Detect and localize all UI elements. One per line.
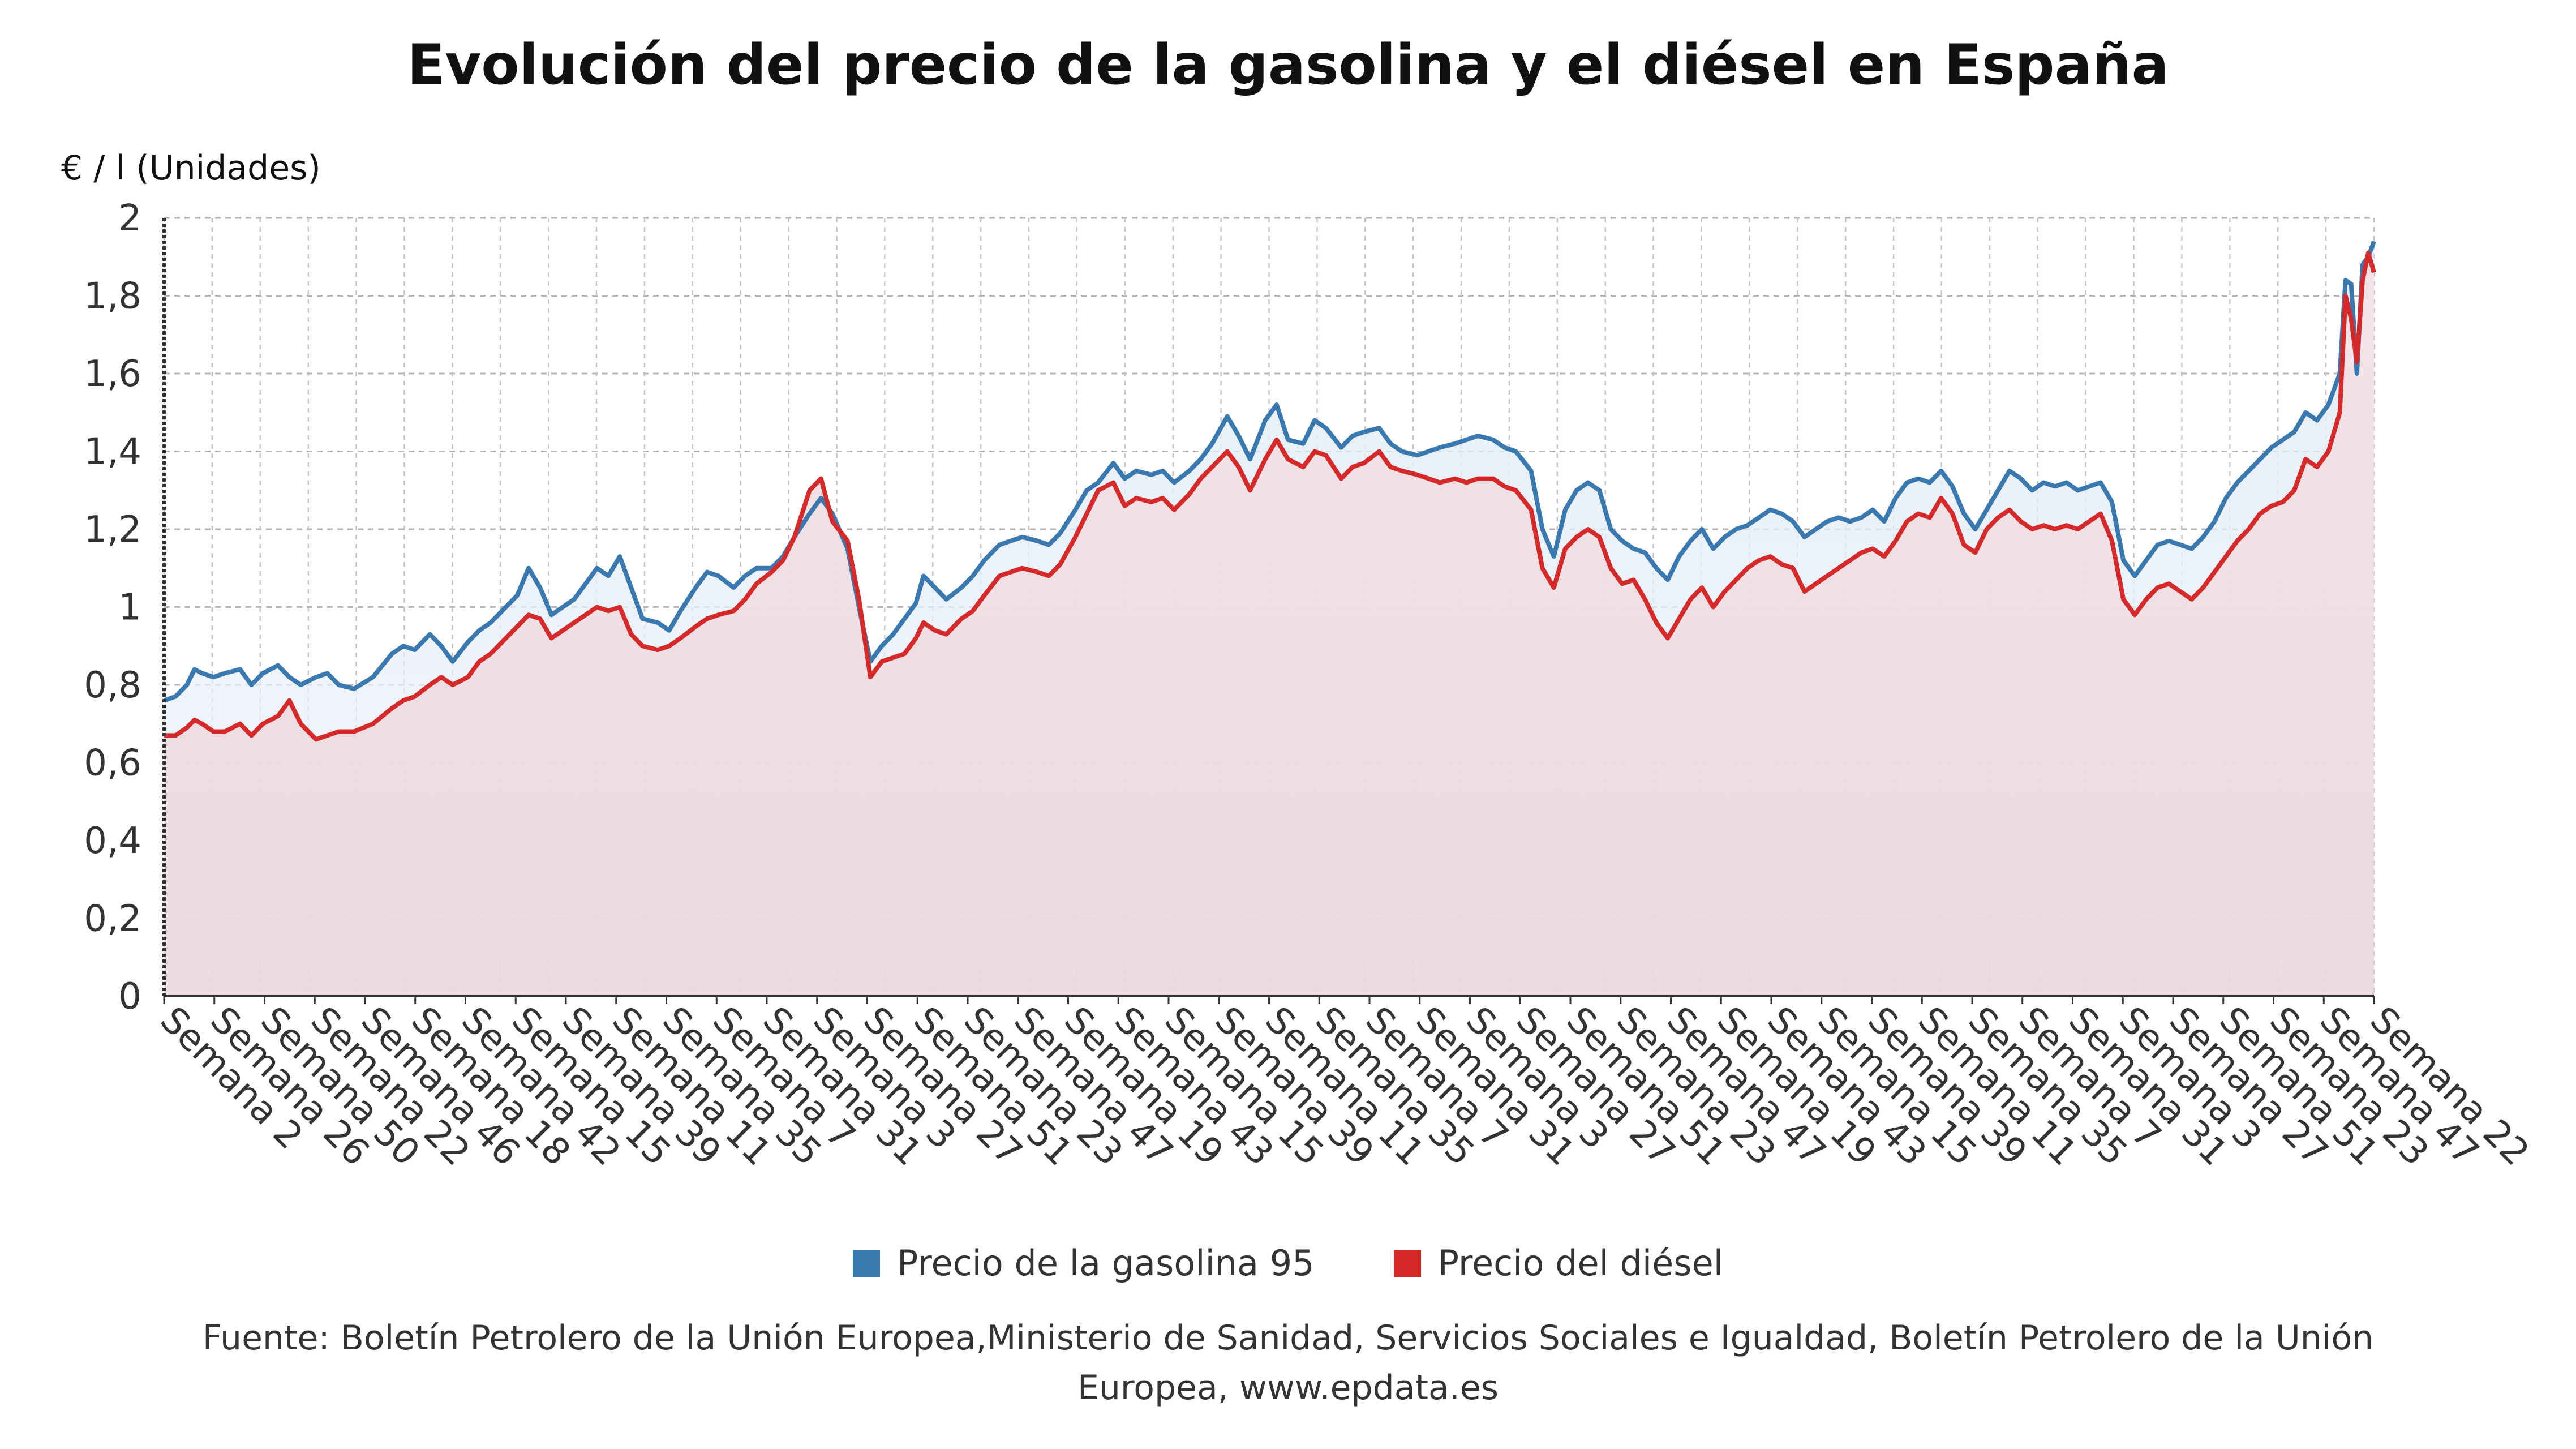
series-line-diesel: [164, 250, 2376, 742]
legend-item-gasolina[interactable]: Precio de la gasolina 95: [853, 1242, 1315, 1284]
source-line-2: Europea, www.epdata.es: [1077, 1368, 1499, 1408]
legend-swatch-gasolina: [853, 1249, 881, 1277]
legend-item-diesel[interactable]: Precio del diésel: [1393, 1242, 1723, 1284]
y-tick-label: 1: [118, 587, 141, 629]
y-tick-label: 1,8: [84, 276, 141, 318]
legend-label-gasolina: Precio de la gasolina 95: [897, 1242, 1315, 1284]
y-tick-label: 1,6: [84, 353, 141, 395]
source-line-1: Fuente: Boletín Petrolero de la Unión Eu…: [202, 1318, 2374, 1358]
y-tick-label: 0,2: [84, 898, 141, 940]
area-fills: [164, 241, 2374, 996]
y-tick-label: 0,6: [84, 743, 141, 784]
series-line-gasolina: [163, 240, 2376, 703]
y-axis-ticks: 0 0,2 0,4 0,6 0,8 1 1,2 1,4 1,6 1,8 2: [84, 198, 141, 1018]
y-tick-label: 0,4: [84, 820, 141, 862]
y-tick-label: 1,2: [84, 509, 141, 551]
chart-title: Evolución del precio de la gasolina y el…: [407, 33, 2169, 97]
y-tick-label: 1,4: [84, 431, 141, 473]
legend-swatch-diesel: [1393, 1249, 1421, 1277]
axes: [162, 218, 2375, 1004]
y-axis-unit-label: € / l (Unidades): [61, 148, 321, 188]
legend: Precio de la gasolina 95 Precio del diés…: [0, 1242, 2576, 1284]
line-chart: 0 0,2 0,4 0,6 0,8 1 1,2 1,4 1,6 1,8 2 Semana 2Sema…: [84, 198, 2537, 1174]
y-tick-label: 0,8: [84, 665, 141, 706]
source-note: Fuente: Boletín Petrolero de la Unión Eu…: [170, 1313, 2406, 1413]
area-diesel: [164, 252, 2374, 996]
series-lines: [163, 240, 2376, 742]
y-tick-label: 2: [118, 198, 141, 239]
y-tick-label: 0: [118, 976, 141, 1018]
legend-label-diesel: Precio del diésel: [1437, 1242, 1723, 1284]
